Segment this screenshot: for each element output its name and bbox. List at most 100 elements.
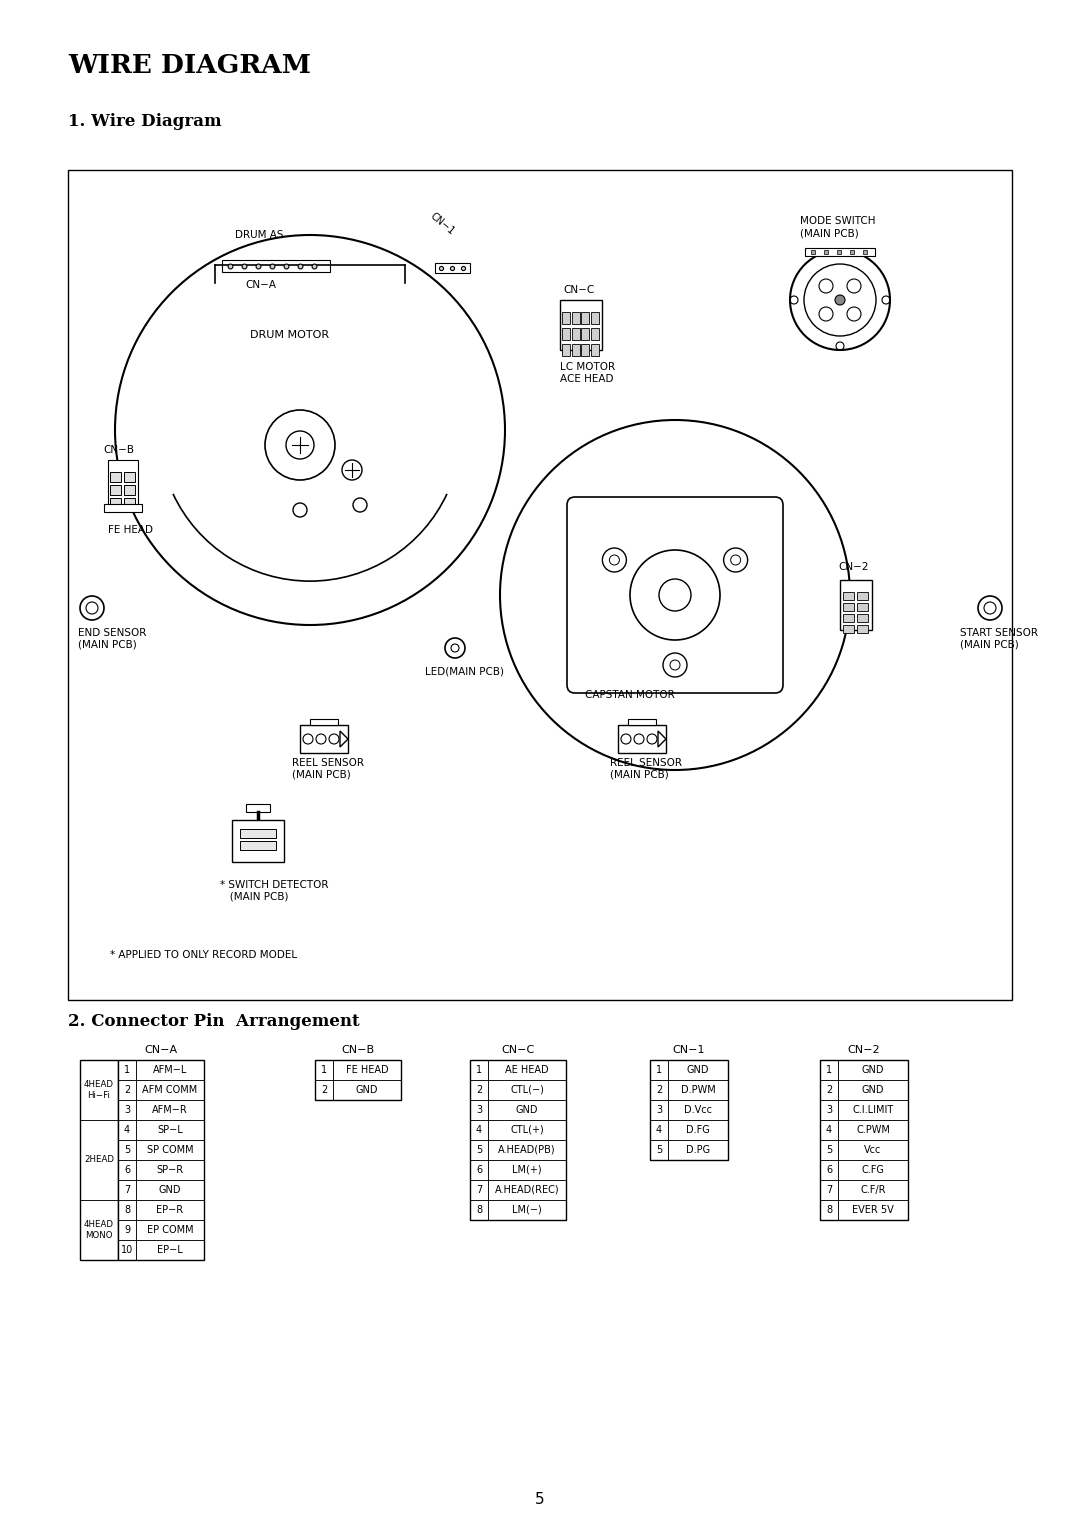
Bar [470, 1160, 488, 1180]
Text: GND: GND [516, 1105, 538, 1115]
Text: D.Vcc: D.Vcc [684, 1105, 712, 1115]
Bar [136, 1180, 204, 1199]
Bar [124, 484, 135, 495]
Bar [581, 344, 589, 356]
Text: DRUM MOTOR: DRUM MOTOR [251, 330, 329, 341]
Text: 8: 8 [826, 1206, 832, 1215]
Bar [561, 299, 602, 350]
Bar [118, 1060, 204, 1261]
Bar [669, 1080, 728, 1100]
Text: * SWITCH DETECTOR
   (MAIN PCB): * SWITCH DETECTOR (MAIN PCB) [220, 880, 328, 902]
Text: 7: 7 [476, 1186, 482, 1195]
Bar [669, 1120, 728, 1140]
Text: 4: 4 [124, 1125, 130, 1135]
Bar [118, 1219, 136, 1241]
Bar [68, 170, 1012, 999]
Text: 6: 6 [124, 1164, 130, 1175]
Bar [104, 504, 141, 512]
Text: D.PG: D.PG [686, 1144, 710, 1155]
Text: 1: 1 [124, 1065, 130, 1076]
Bar [571, 344, 580, 356]
Text: C.FG: C.FG [862, 1164, 885, 1175]
Bar [315, 1060, 333, 1080]
Bar [838, 1140, 908, 1160]
Bar [820, 1060, 838, 1080]
Bar [488, 1100, 566, 1120]
Text: A.HEAD(PB): A.HEAD(PB) [498, 1144, 556, 1155]
Bar [488, 1160, 566, 1180]
Bar [488, 1120, 566, 1140]
Bar [820, 1100, 838, 1120]
Bar [650, 1120, 669, 1140]
Text: 4: 4 [826, 1125, 832, 1135]
Bar [858, 614, 868, 622]
Bar [650, 1100, 669, 1120]
Bar [838, 1160, 908, 1180]
Text: WIRE DIAGRAM: WIRE DIAGRAM [68, 53, 311, 78]
Text: 5: 5 [536, 1493, 544, 1508]
Text: LED(MAIN PCB): LED(MAIN PCB) [426, 666, 504, 675]
Text: AFM−R: AFM−R [152, 1105, 188, 1115]
Text: 1. Wire Diagram: 1. Wire Diagram [68, 113, 221, 130]
Bar [820, 1180, 838, 1199]
Bar [627, 720, 656, 724]
Bar [591, 344, 598, 356]
Bar [136, 1219, 204, 1241]
Text: SP−R: SP−R [157, 1164, 184, 1175]
Text: 7: 7 [826, 1186, 832, 1195]
Text: 6: 6 [826, 1164, 832, 1175]
Bar [838, 1100, 908, 1120]
Text: FE HEAD: FE HEAD [108, 526, 153, 535]
Text: LM(−): LM(−) [512, 1206, 542, 1215]
Bar [124, 472, 135, 481]
Bar [805, 248, 875, 257]
Bar [820, 1199, 838, 1219]
Bar [669, 1140, 728, 1160]
Bar [650, 1060, 669, 1080]
Bar [333, 1080, 401, 1100]
Bar [820, 1120, 838, 1140]
Bar [300, 724, 348, 753]
Bar [820, 1140, 838, 1160]
Text: 4HEAD
Hi−Fi: 4HEAD Hi−Fi [84, 1080, 114, 1100]
Text: 2: 2 [124, 1085, 130, 1096]
Bar [669, 1100, 728, 1120]
Text: CN−1: CN−1 [428, 211, 456, 237]
Text: LM(+): LM(+) [512, 1164, 542, 1175]
Text: AFM COMM: AFM COMM [143, 1085, 198, 1096]
Text: 8: 8 [476, 1206, 482, 1215]
Bar [315, 1060, 401, 1100]
Bar [488, 1060, 566, 1080]
Text: CAPSTAN MOTOR: CAPSTAN MOTOR [585, 691, 675, 700]
Text: 2. Connector Pin  Arrangement: 2. Connector Pin Arrangement [68, 1013, 360, 1030]
Bar [136, 1160, 204, 1180]
Bar [118, 1120, 136, 1140]
Text: 2: 2 [826, 1085, 832, 1096]
Bar [838, 1199, 908, 1219]
Text: REEL SENSOR
(MAIN PCB): REEL SENSOR (MAIN PCB) [610, 758, 681, 779]
Bar [470, 1180, 488, 1199]
Text: 1: 1 [656, 1065, 662, 1076]
Text: CTL(+): CTL(+) [510, 1125, 544, 1135]
Bar [843, 604, 854, 611]
Bar [118, 1080, 136, 1100]
Text: CN−A: CN−A [145, 1045, 177, 1054]
Text: 1: 1 [476, 1065, 482, 1076]
Bar [562, 329, 570, 341]
Text: * APPLIED TO ONLY RECORD MODEL: * APPLIED TO ONLY RECORD MODEL [110, 950, 297, 960]
Bar [488, 1199, 566, 1219]
Text: CN−1: CN−1 [673, 1045, 705, 1054]
Bar [571, 329, 580, 341]
Bar [110, 484, 121, 495]
Bar [669, 1060, 728, 1080]
Text: 4HEAD
MONO: 4HEAD MONO [84, 1221, 114, 1239]
Text: 3: 3 [656, 1105, 662, 1115]
Bar [820, 1060, 908, 1219]
Text: 3: 3 [826, 1105, 832, 1115]
Text: EP−L: EP−L [157, 1245, 183, 1254]
Bar [581, 312, 589, 324]
Text: REEL SENSOR
(MAIN PCB): REEL SENSOR (MAIN PCB) [292, 758, 364, 779]
Text: D.FG: D.FG [686, 1125, 710, 1135]
Bar [470, 1199, 488, 1219]
Text: LC MOTOR
ACE HEAD: LC MOTOR ACE HEAD [561, 362, 616, 384]
